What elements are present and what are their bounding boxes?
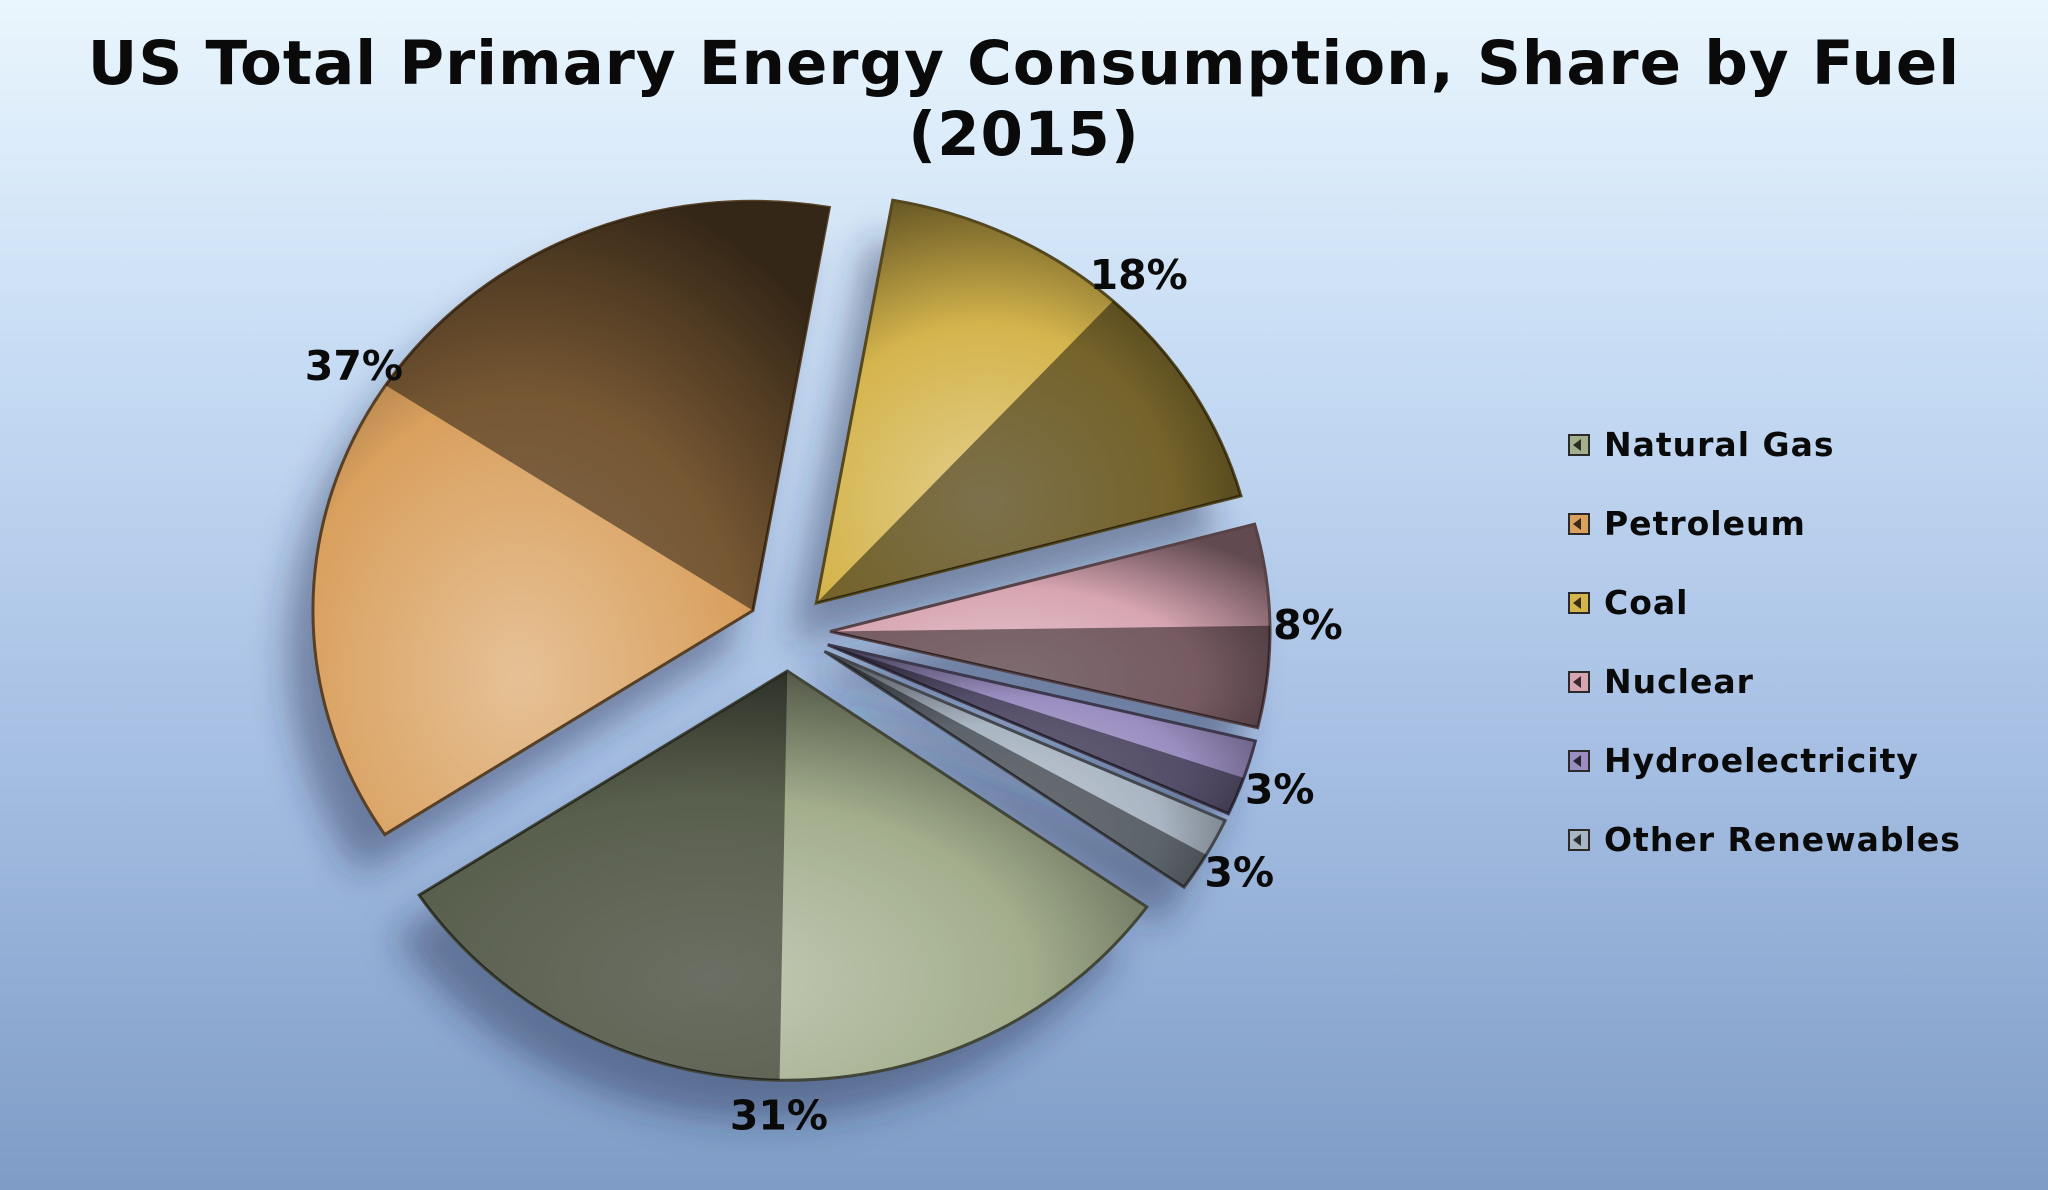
legend-label-coal: Coal <box>1604 583 1689 622</box>
slice-shade-hydroelectricity <box>827 644 1244 814</box>
legend-swatch-other-renewables <box>1568 828 1590 851</box>
legend-swatch-petroleum <box>1568 512 1590 535</box>
slice-label-hydroelectricity: 3% <box>1245 765 1315 813</box>
slice-label-other-renewables: 3% <box>1204 848 1274 896</box>
legend-label-nuclear: Nuclear <box>1604 662 1754 701</box>
chart-title: US Total Primary Energy Consumption, Sha… <box>87 28 1961 170</box>
legend-swatch-hydroelectricity <box>1568 749 1590 772</box>
slice-shade-other-renewables <box>824 651 1207 888</box>
slice-label-coal: 18% <box>1090 251 1188 299</box>
legend-item-petroleum: Petroleum <box>1568 484 2008 563</box>
slice-petroleum <box>311 199 832 837</box>
legend: Natural Gas Petroleum Coal Nuclear Hydroelec… <box>1568 405 2008 879</box>
legend-item-hydroelectricity: Hydroelectricity <box>1568 721 2008 800</box>
slice-label-petroleum: 37% <box>305 342 403 390</box>
legend-item-natural-gas: Natural Gas <box>1568 405 2008 484</box>
slice-label-natural-gas: 31% <box>730 1092 828 1140</box>
legend-swatch-coal <box>1568 591 1590 614</box>
slice-nuclear <box>829 522 1272 730</box>
legend-label-other-renewables: Other Renewables <box>1604 820 1961 859</box>
legend-item-nuclear: Nuclear <box>1568 642 2008 721</box>
legend-label-natural-gas: Natural Gas <box>1604 425 1835 464</box>
legend-label-petroleum: Petroleum <box>1604 504 1806 543</box>
slice-other-renewables <box>823 650 1228 890</box>
legend-swatch-natural-gas <box>1568 433 1590 456</box>
slice-shade-petroleum <box>385 201 830 611</box>
slice-shade-nuclear <box>829 625 1270 728</box>
legend-swatch-nuclear <box>1568 670 1590 693</box>
slice-hydroelectricity <box>827 643 1258 816</box>
legend-item-other-renewables: Other Renewables <box>1568 800 2008 879</box>
slice-natural-gas <box>416 669 1149 1082</box>
legend-item-coal: Coal <box>1568 563 2008 642</box>
slice-coal <box>814 198 1243 606</box>
slice-label-nuclear: 8% <box>1273 601 1343 649</box>
slice-shade-natural-gas <box>419 671 788 1081</box>
slice-shade-coal <box>816 300 1241 604</box>
legend-label-hydroelectricity: Hydroelectricity <box>1604 741 1919 780</box>
